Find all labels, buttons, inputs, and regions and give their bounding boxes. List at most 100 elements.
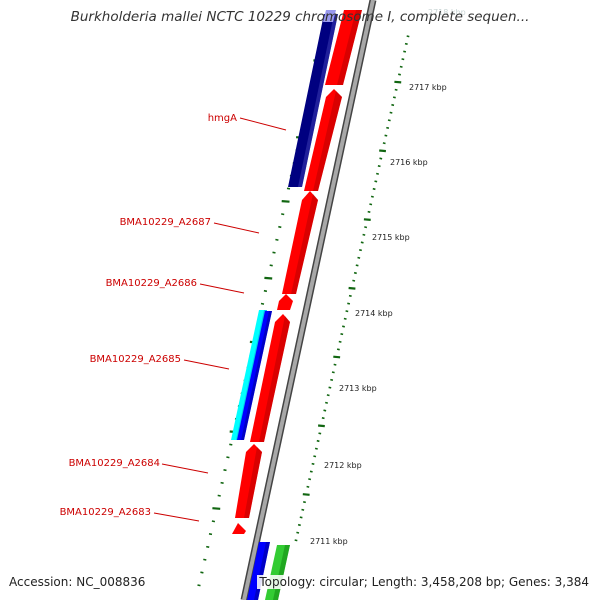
- outer-tick: [299, 516, 303, 519]
- gene-label-a2687: BMA10229_A2687: [120, 217, 211, 228]
- inner-tick: [203, 558, 207, 561]
- map-title: Burkholderia mallei NCTC 10229 chromosom…: [70, 9, 530, 25]
- outer-tick: [362, 233, 366, 236]
- outer-tick: [333, 355, 341, 359]
- outer-tick: [386, 126, 390, 129]
- accession-text: Accession: NC_008836: [9, 575, 146, 589]
- outer-tick: [325, 401, 328, 404]
- outer-tick: [357, 256, 361, 259]
- outer-tick: [348, 286, 356, 290]
- outer-tick: [313, 455, 317, 458]
- outer-tick: [311, 462, 315, 465]
- outer-tick: [330, 378, 334, 381]
- outer-tick: [306, 485, 310, 488]
- outer-tick-track: [294, 35, 410, 542]
- outer-tick: [391, 103, 395, 107]
- inner-tick: [223, 469, 227, 472]
- gene-label-a2684: BMA10229_A2684: [69, 458, 160, 469]
- outer-tick: [340, 333, 344, 336]
- outer-tick: [328, 386, 332, 389]
- outer-tick: [309, 470, 313, 473]
- outer-tick: [360, 241, 364, 244]
- gene-label-a2686: BMA10229_A2686: [106, 278, 197, 289]
- scale-label-2717: 2717 kbp: [409, 83, 447, 92]
- outer-tick: [379, 157, 383, 160]
- gene-feature-red-tiny: [232, 523, 246, 534]
- leader-line-hmga: [239, 117, 287, 131]
- outer-tick: [364, 226, 368, 229]
- outer-tick: [359, 249, 362, 252]
- inner-tick: [269, 264, 273, 267]
- gene-label-a2685: BMA10229_A2685: [90, 354, 181, 365]
- outer-tick: [318, 432, 322, 435]
- outer-tick: [308, 478, 312, 481]
- outer-tick: [353, 271, 357, 275]
- outer-tick: [321, 417, 325, 420]
- scale-label-2712: 2712 kbp: [324, 461, 362, 470]
- scale-label-2715: 2715 kbp: [372, 233, 410, 242]
- outer-tick: [345, 310, 349, 313]
- outer-tick: [394, 80, 402, 84]
- outer-tick: [403, 50, 407, 53]
- inner-tick: [206, 545, 210, 548]
- outer-tick: [303, 501, 306, 504]
- outer-tick: [398, 73, 401, 76]
- outer-tick: [296, 531, 300, 534]
- inner-tick: [217, 494, 221, 497]
- outer-tick: [338, 340, 342, 343]
- scale-label-2716: 2716 kbp: [390, 158, 428, 167]
- inner-tick: [208, 533, 213, 536]
- gene-feature-red-1: [325, 10, 362, 85]
- inner-tick: [260, 302, 265, 305]
- outer-tick: [384, 134, 388, 137]
- inner-tick: [264, 276, 273, 280]
- inner-tick: [272, 251, 276, 254]
- outer-tick: [336, 348, 340, 351]
- gene-label-group: hmgA BMA10229_A2687 BMA10229_A2686 BMA10…: [60, 113, 238, 518]
- outer-tick: [343, 317, 347, 320]
- outer-tick: [401, 58, 405, 61]
- gene-feature-red-small: [277, 294, 293, 310]
- outer-tick: [352, 279, 356, 282]
- inner-tick: [286, 187, 291, 190]
- leader-line-a2685: [183, 359, 230, 370]
- outer-tick: [389, 111, 393, 114]
- inner-tick: [200, 571, 204, 574]
- outer-tick: [363, 218, 371, 221]
- inner-tick: [197, 584, 201, 587]
- inner-tick: [281, 200, 290, 203]
- outer-tick: [370, 195, 374, 198]
- scale-label-2711: 2711 kbp: [310, 537, 348, 546]
- outer-tick: [369, 203, 373, 206]
- gene-label-a2683: BMA10229_A2683: [60, 507, 151, 518]
- leader-line-a2686: [199, 283, 245, 294]
- inner-tick: [278, 225, 282, 229]
- gene-label-hmga: hmgA: [208, 113, 237, 124]
- backbone: [240, 0, 377, 600]
- outer-tick: [294, 539, 298, 542]
- gene-features: [231, 10, 362, 600]
- inner-tick: [211, 520, 216, 523]
- outer-tick: [374, 180, 378, 183]
- outer-tick: [394, 88, 398, 91]
- leader-line-a2683: [153, 512, 200, 522]
- scale-label-2718: 2718 kbp: [428, 8, 466, 17]
- outer-tick: [301, 508, 305, 511]
- outer-tick: [377, 165, 381, 168]
- leader-line-a2687: [213, 222, 260, 234]
- outer-tick: [347, 302, 351, 305]
- inner-tick: [229, 443, 233, 446]
- outer-tick: [316, 439, 320, 443]
- inner-tick: [275, 238, 279, 241]
- outer-tick: [314, 447, 318, 450]
- topology-summary: Topology: circular; Length: 3,458,208 bp…: [257, 575, 591, 589]
- scale-label-2714: 2714 kbp: [355, 309, 393, 318]
- outer-tick: [372, 187, 376, 191]
- inner-tick: [220, 481, 224, 484]
- leader-lines: [153, 117, 287, 522]
- leader-line-a2684: [161, 463, 209, 474]
- outer-tick: [387, 119, 391, 122]
- gene-feature-red-5: [235, 444, 262, 518]
